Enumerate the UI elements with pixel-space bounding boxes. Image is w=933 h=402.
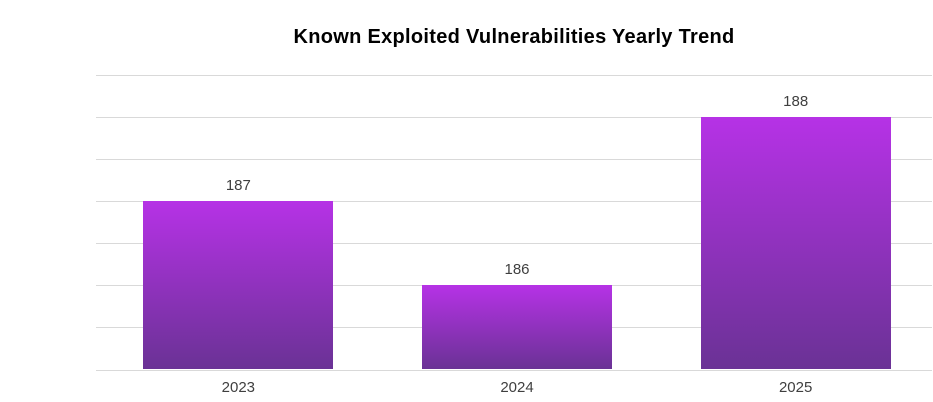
x-tick-label: 2024 — [500, 378, 534, 396]
plot-area: 187 2023 186 2024 188 2025 — [96, 75, 932, 396]
bar-value-label: 188 — [783, 93, 809, 111]
bar-value-label: 186 — [504, 261, 530, 279]
gridline — [96, 159, 932, 161]
chart-title: Known Exploited Vulnerabilities Yearly T… — [293, 26, 735, 48]
bar-value-label: 187 — [225, 177, 251, 195]
gridline — [96, 369, 932, 371]
bar-2025 — [700, 117, 891, 370]
gridline — [96, 201, 932, 203]
x-tick-label: 2023 — [221, 378, 256, 396]
x-tick-label: 2025 — [778, 378, 813, 396]
bar-2023 — [143, 201, 334, 370]
bar-2024 — [422, 285, 612, 370]
gridline — [96, 243, 932, 245]
gridline — [96, 75, 932, 76]
gridline — [96, 117, 932, 119]
